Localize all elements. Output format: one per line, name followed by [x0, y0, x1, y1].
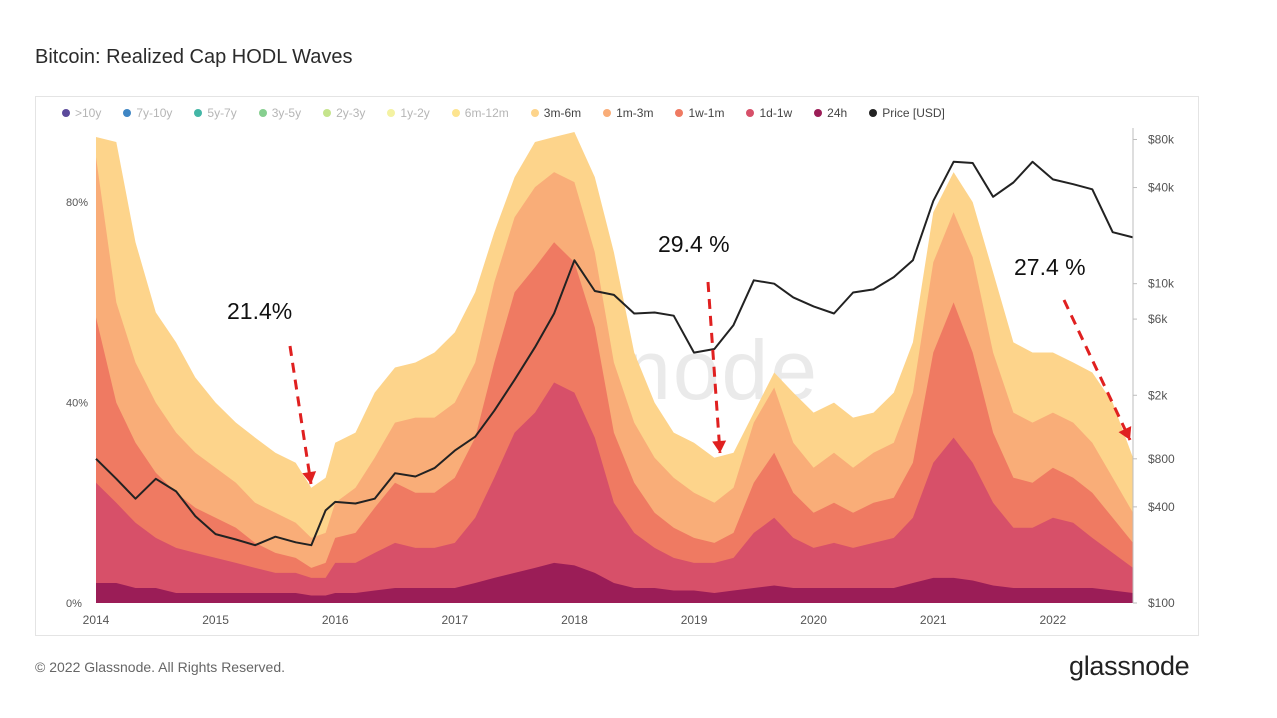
y-right-tick-label: $6k	[1148, 312, 1168, 326]
legend-label: 1d-1w	[759, 106, 793, 120]
chart-title: Bitcoin: Realized Cap HODL Waves	[35, 46, 353, 68]
legend-item-1m-3m[interactable]: 1m-3m	[603, 106, 653, 120]
y-right-tick-label: $2k	[1148, 388, 1168, 402]
legend-label: 24h	[827, 106, 848, 120]
legend-dot	[675, 109, 684, 117]
x-tick-label: 2017	[441, 613, 468, 627]
y-left-tick-label: 80%	[66, 197, 88, 209]
x-tick-label: 2019	[681, 613, 708, 627]
y-right-tick-label: $40k	[1148, 181, 1175, 195]
area-1w-1m	[96, 242, 1133, 603]
legend-label: 1y-2y	[400, 106, 430, 120]
legend-label: 7y-10y	[136, 106, 173, 120]
y-right-tick-label: $10k	[1148, 277, 1175, 291]
annotation-arrow-2022	[1062, 299, 1132, 441]
legend-label: Price [USD]	[882, 106, 945, 120]
legend-label: 3m-6m	[543, 106, 582, 120]
legend-label: 1m-3m	[616, 106, 654, 120]
annotation-arrow-2022-head	[1118, 426, 1132, 440]
area-1m-3m	[96, 157, 1133, 603]
area-24h	[96, 562, 1133, 603]
annotation-arrow-2019	[706, 281, 722, 454]
area-1d-1w	[96, 382, 1133, 603]
y-right-tick-label: $400	[1148, 500, 1175, 514]
legend: >10y 7y-10y 5y-7y 3y-5y 2y-3y 1y-2y 6m-12m 3m-6…	[62, 106, 967, 120]
legend-item-1d-1w[interactable]: 1d-1w	[746, 106, 792, 120]
legend-item-5y-7y[interactable]: 5y-7y	[194, 106, 237, 120]
y-right-tick-label: $100	[1148, 596, 1175, 610]
legend-item-7y-10y[interactable]: 7y-10y	[123, 106, 172, 120]
y-left-tick-label: 0%	[66, 598, 82, 610]
x-tick-label: 2020	[800, 613, 827, 627]
legend-item-price-usd-[interactable]: Price [USD]	[869, 106, 945, 120]
legend-dot	[814, 109, 823, 117]
x-tick-label: 2015	[202, 613, 229, 627]
legend-dot	[62, 109, 70, 117]
legend-dot	[451, 109, 460, 117]
y-right-tick-label: $800	[1148, 452, 1175, 466]
legend-label: 5y-7y	[207, 106, 237, 120]
legend-dot	[603, 109, 612, 117]
y-left-tick-label: 40%	[66, 398, 88, 410]
legend-item-3y-5y[interactable]: 3y-5y	[258, 106, 302, 120]
legend-dot	[194, 109, 203, 117]
legend-label: >10y	[75, 106, 102, 120]
annotation-2022: 27.4 %	[1014, 254, 1086, 280]
legend-label: 3y-5y	[271, 106, 302, 120]
copyright: © 2022 Glassnode. All Rights Reserved.	[35, 659, 286, 675]
x-tick-label: 2018	[561, 613, 588, 627]
legend-dot	[123, 109, 132, 117]
legend-dot	[323, 109, 332, 117]
brand-logo: glassnode	[1069, 651, 1190, 681]
y-right-tick-label: $80k	[1148, 132, 1175, 146]
legend-label: 2y-3y	[336, 106, 366, 120]
legend-dot	[869, 109, 878, 117]
legend-label: 1w-1m	[688, 106, 725, 120]
legend-item--10y[interactable]: >10y	[62, 106, 101, 120]
legend-item-24h[interactable]: 24h	[814, 106, 847, 120]
legend-item-6m-12m[interactable]: 6m-12m	[451, 106, 509, 120]
legend-label: 6m-12m	[464, 106, 509, 120]
legend-item-1y-2y[interactable]: 1y-2y	[387, 106, 430, 120]
annotation-arrow-2015	[288, 345, 313, 485]
annotation-arrow-2019-head	[712, 440, 727, 453]
x-tick-label: 2021	[920, 613, 947, 627]
legend-dot	[530, 109, 539, 117]
annotation-2019: 29.4 %	[658, 231, 730, 257]
price-line	[95, 160, 1134, 547]
x-tick-label: 2014	[83, 613, 110, 627]
legend-dot	[258, 109, 267, 117]
legend-item-3m-6m[interactable]: 3m-6m	[530, 106, 582, 120]
legend-item-2y-3y[interactable]: 2y-3y	[323, 106, 365, 120]
legend-dot	[746, 109, 755, 117]
x-tick-label: 2016	[322, 613, 349, 627]
annotation-2015: 21.4%	[227, 298, 293, 324]
x-tick-label: 2022	[1040, 613, 1067, 627]
annotation-arrow-2015-head	[302, 471, 317, 484]
legend-dot	[387, 109, 396, 117]
legend-item-1w-1m[interactable]: 1w-1m	[675, 106, 724, 120]
